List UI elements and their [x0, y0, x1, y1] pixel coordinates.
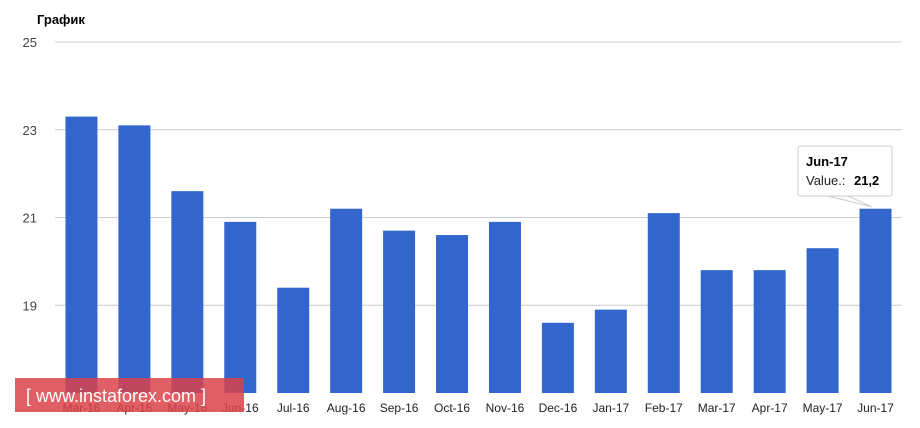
x-tick-label: Apr-17 — [752, 401, 788, 415]
bar-Jul-16[interactable] — [277, 287, 310, 393]
x-tick-label: Aug-16 — [327, 401, 366, 415]
watermark: [ www.instaforex.com ] — [15, 378, 244, 412]
bar-May-16[interactable] — [171, 191, 204, 393]
bar-Mar-17[interactable] — [700, 270, 733, 393]
bar-Aug-16[interactable] — [330, 208, 363, 393]
x-tick-label: Jun-17 — [857, 401, 894, 415]
bar-Mar-16[interactable] — [65, 116, 98, 394]
x-tick-label: Jul-16 — [277, 401, 310, 415]
bar-Sep-16[interactable] — [383, 230, 416, 393]
tooltip-pointer — [827, 195, 872, 208]
y-tick-label: 21 — [23, 211, 37, 226]
svg-text:Value.: 21,2: Value.: 21,2 — [806, 172, 879, 189]
y-tick-label: 25 — [23, 35, 37, 50]
bar-Dec-16[interactable] — [541, 322, 574, 393]
bar-Feb-17[interactable] — [647, 213, 680, 393]
bar-Apr-16[interactable] — [118, 125, 151, 394]
x-tick-label: Oct-16 — [434, 401, 470, 415]
chart-title: График — [37, 12, 85, 27]
tooltip-value: 21,2 — [854, 173, 879, 188]
bar-Jan-17[interactable] — [594, 309, 627, 393]
bar-Jun-17[interactable] — [859, 208, 892, 393]
bar-Nov-16[interactable] — [488, 221, 521, 393]
x-tick-label: Dec-16 — [539, 401, 578, 415]
y-axis-ticks: 19 21 23 25 — [23, 35, 37, 313]
tooltip-label: Value.: — [806, 173, 846, 188]
x-tick-label: May-17 — [803, 401, 843, 415]
x-tick-label: Mar-17 — [698, 401, 736, 415]
x-tick-label: Feb-17 — [645, 401, 683, 415]
x-tick-label: Nov-16 — [486, 401, 525, 415]
x-tick-label: Sep-16 — [380, 401, 419, 415]
watermark-text: [ www.instaforex.com ] — [26, 386, 206, 406]
bars — [65, 116, 892, 394]
y-tick-label: 19 — [23, 298, 37, 313]
tooltip-category: Jun-17 — [806, 154, 848, 169]
tooltip: Jun-17 Value.: 21,2 — [797, 145, 893, 208]
bar-Jun-16[interactable] — [224, 221, 257, 393]
bar-Apr-17[interactable] — [753, 270, 786, 393]
tooltip-box — [797, 145, 893, 197]
bar-May-17[interactable] — [806, 248, 839, 393]
watermark-background — [15, 378, 244, 412]
y-tick-label: 23 — [23, 123, 37, 138]
x-tick-label: Jan-17 — [592, 401, 629, 415]
bar-Oct-16[interactable] — [436, 235, 469, 393]
